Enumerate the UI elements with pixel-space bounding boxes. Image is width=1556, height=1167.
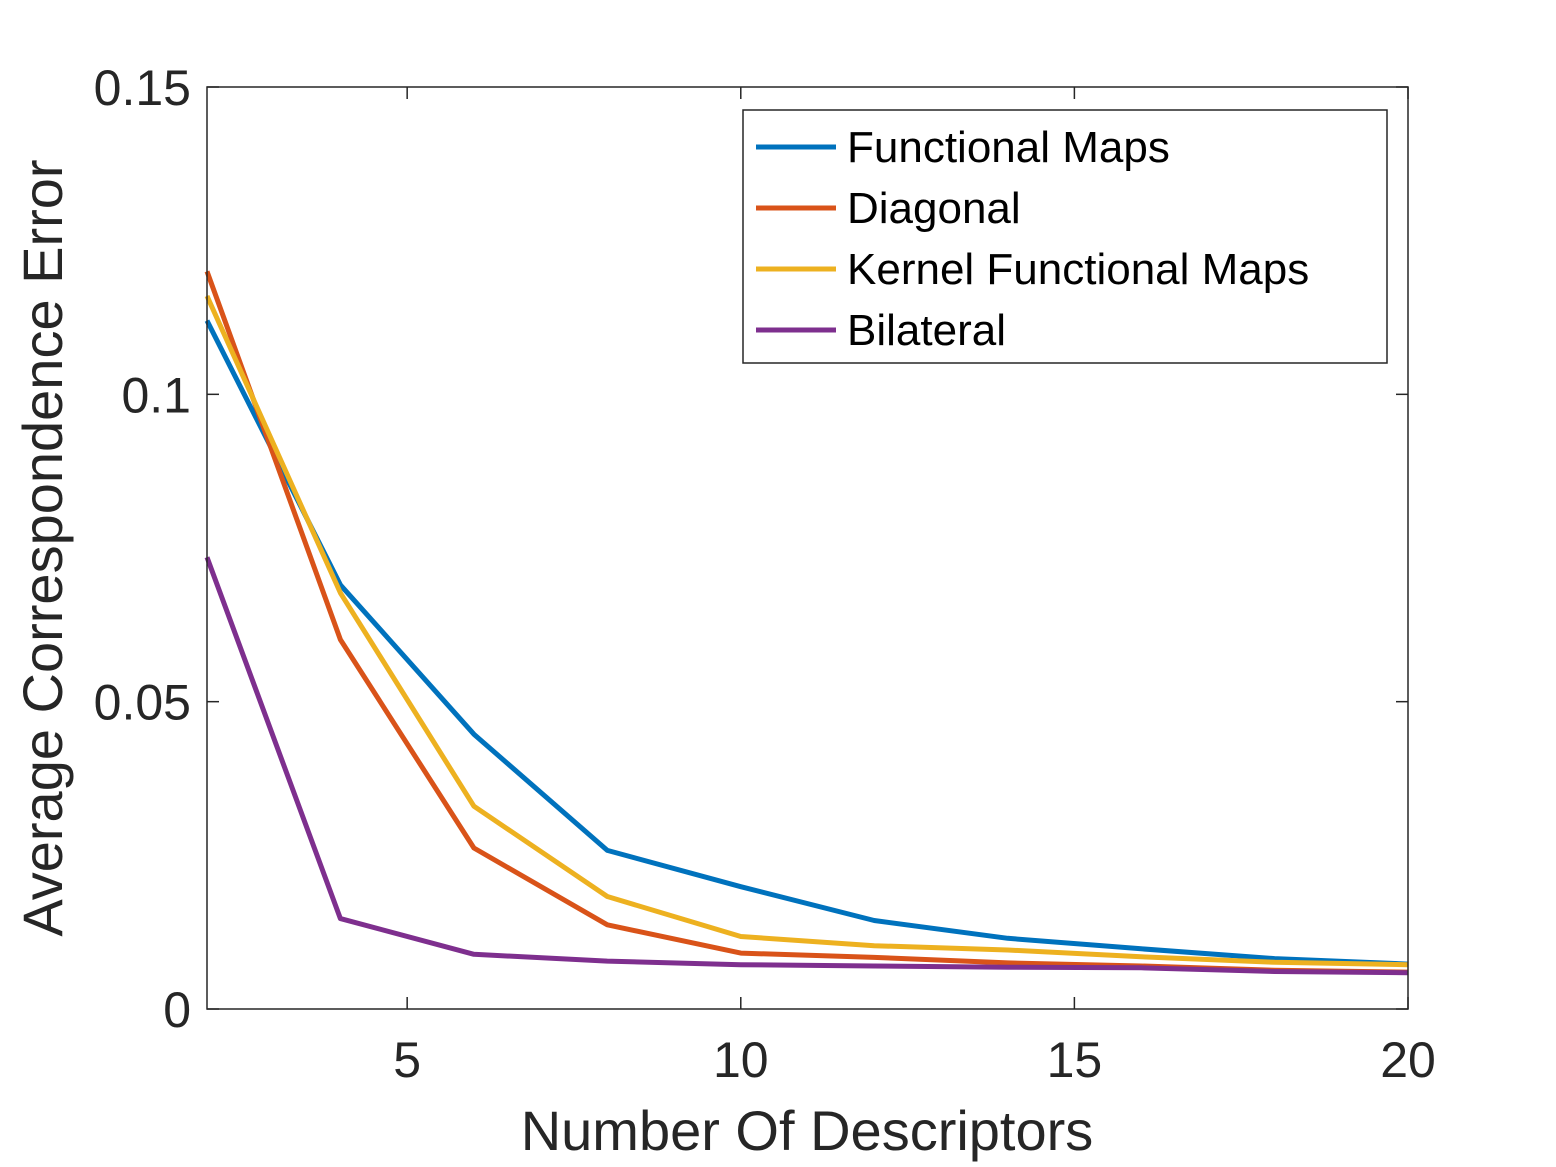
x-tick-label: 10: [713, 1032, 769, 1088]
y-tick-label: 0: [163, 982, 191, 1038]
legend-label-bilateral: Bilateral: [847, 306, 1006, 355]
x-tick-label: 20: [1380, 1032, 1436, 1088]
y-tick-label: 0.1: [121, 367, 191, 423]
x-tick-label: 15: [1047, 1032, 1103, 1088]
series-layer: [204, 270, 1409, 976]
legend-label-diagonal: Diagonal: [847, 184, 1021, 233]
series-line-bilateral: [204, 556, 1409, 976]
y-axis-label: Average Correspondence Error: [11, 159, 74, 936]
legend-label-kernel-functional-maps: Kernel Functional Maps: [847, 245, 1309, 294]
tick-layer: 5 10 15 20 0 0.05 0.1 0.15: [94, 60, 1436, 1088]
y-tick-label: 0.05: [94, 675, 191, 731]
x-axis-label: Number Of Descriptors: [521, 1099, 1094, 1162]
axes-box: [206, 86, 1409, 1010]
legend-items: Functional Maps Diagonal Kernel Functional…: [756, 123, 1309, 355]
legend-label-functional-maps: Functional Maps: [847, 123, 1170, 172]
x-tick-label: 5: [393, 1032, 421, 1088]
series-line-kernel-functional-maps: [204, 294, 1409, 968]
y-tick-label: 0.15: [94, 60, 191, 116]
series-line-functional-maps: [204, 319, 1409, 967]
legend-box: [742, 109, 1388, 364]
legend: Functional Maps Diagonal Kernel Functional…: [742, 109, 1388, 364]
